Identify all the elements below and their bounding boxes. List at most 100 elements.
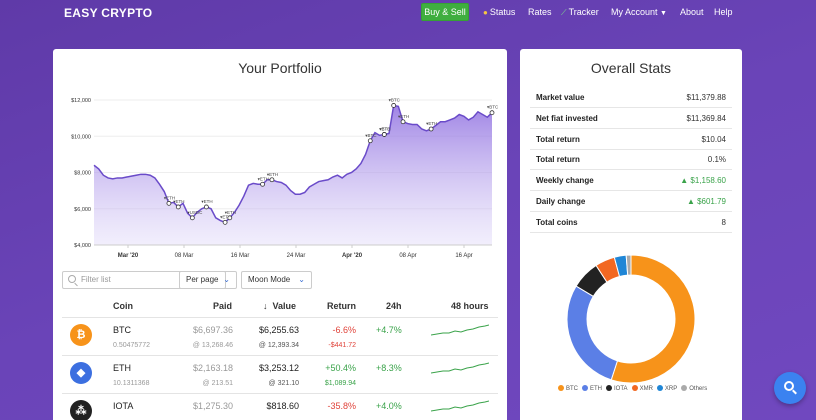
trade-label: ▾ETH (379, 126, 390, 131)
stat-value: $10.04 (701, 134, 726, 144)
trade-label: ▾BTC (365, 133, 377, 138)
area-fill (94, 105, 492, 245)
trade-marker (166, 200, 172, 206)
paid-value: $6,697.36 (192, 325, 233, 335)
sparkline-48h (431, 400, 489, 412)
allocation-donut-chart[interactable] (520, 245, 742, 385)
sort-desc-icon: ↓ (263, 301, 268, 311)
stat-label: Weekly change (536, 176, 594, 186)
current-value: $818.60 (266, 401, 299, 411)
stat-value: $11,379.88 (686, 93, 726, 102)
chart-line-icon: ⟋ (561, 8, 567, 17)
info-icon: ● (483, 8, 488, 17)
trade-marker (391, 103, 397, 108)
legend-item[interactable]: XRP (653, 385, 678, 392)
legend-label: XRP (664, 385, 678, 392)
col-paid[interactable]: Paid (213, 301, 233, 311)
trade-label: ▾BTC (389, 97, 401, 102)
legend-item[interactable]: Others (677, 385, 708, 392)
coin-amount: 0.50475772 (113, 342, 150, 349)
col-48h[interactable]: 48 hours (451, 301, 489, 311)
nav-my-account[interactable]: My Account ▼ (611, 7, 667, 17)
nav-rates[interactable]: Rates (528, 7, 552, 17)
legend-swatch (558, 385, 564, 391)
stat-label: Total return (536, 155, 580, 165)
x-tick-label: Apr '20 (342, 253, 363, 259)
legend-label: BTC (566, 385, 578, 392)
stat-row: Total coins 8 (530, 212, 732, 233)
paid-rate: @ 213.51 (202, 380, 233, 387)
stat-label: Total coins (536, 217, 578, 227)
legend-label: Others (689, 385, 708, 392)
brand-logo[interactable]: EASY CRYPTO (64, 6, 153, 20)
x-tick-label: 16 Apr (455, 253, 472, 259)
return-percent: +50.4% (325, 363, 356, 373)
bitcoin-icon: ₿ (70, 324, 92, 346)
paid-rate: @ 13,268.46 (192, 342, 233, 349)
donut-slice-others (625, 254, 632, 276)
stat-label: Daily change (536, 197, 586, 206)
y-tick-label: $10,000 (71, 134, 91, 140)
return-percent: -35.8% (327, 401, 356, 411)
current-value: $3,253.12 (258, 363, 299, 373)
col-coin[interactable]: Coin (113, 301, 133, 311)
trade-label: ▾ETH (258, 176, 269, 181)
trade-label: ▾ETH (220, 214, 231, 219)
return-percent: -6.6% (332, 325, 356, 335)
legend-item[interactable]: XMR (628, 385, 653, 392)
nav-help[interactable]: Help (714, 7, 733, 17)
col-24h[interactable]: 24h (386, 301, 402, 311)
chevron-down-icon: ⌄ (223, 275, 230, 284)
donut-slice-eth (566, 285, 619, 381)
ethereum-icon: ◆ (70, 362, 92, 384)
paid-value: $1,275.30 (192, 401, 233, 411)
stats-title: Overall Stats (590, 60, 672, 76)
trade-label: ▾ETH (173, 199, 184, 204)
portfolio-value-chart[interactable]: $12,000$10,000$8,000$6,000$4,000▾ETH▾ETH… (53, 85, 507, 269)
per-page-dropdown[interactable]: Per page ⌄ (179, 271, 237, 289)
trade-marker (381, 132, 387, 137)
stat-row: Net fiat invested $11,369.84 (530, 108, 732, 129)
coin-symbol: IOTA (113, 401, 134, 411)
trade-marker (260, 181, 265, 187)
legend-item[interactable]: BTC (554, 385, 578, 392)
moon-mode-dropdown[interactable]: Moon Mode ⌄ (241, 271, 312, 289)
portfolio-card: Your Portfolio $12,000 $10,000 $8,000 $6,00… (53, 49, 507, 420)
search-icon (68, 275, 76, 283)
help-search-button[interactable] (774, 372, 806, 404)
buy-sell-button[interactable]: Buy & Sell (421, 3, 469, 21)
col-return[interactable]: Return (327, 301, 356, 311)
filter-input[interactable]: Filter list (62, 271, 226, 289)
legend-swatch (681, 385, 688, 391)
legend-item[interactable]: ETH (578, 385, 602, 392)
series-line (93, 104, 493, 224)
y-tick-label: $4,000 (74, 243, 91, 249)
current-rate: @ 321.10 (268, 380, 299, 387)
donut-slice-btc (610, 254, 696, 384)
trade-label: ▾ETH (225, 210, 236, 215)
nav-status[interactable]: ● Status (483, 7, 516, 17)
col-value[interactable]: ↓ Value (263, 301, 297, 311)
portfolio-title: Your Portfolio (238, 60, 322, 76)
nav-tracker[interactable]: ⟋ Tracker (561, 7, 599, 17)
current-rate: @ 12,393.34 (258, 342, 299, 349)
divider (62, 317, 498, 318)
x-tick-label: Mar '20 (118, 253, 139, 259)
trade-marker (400, 119, 406, 125)
legend-swatch (656, 385, 663, 391)
paid-value: $2,163.18 (192, 363, 233, 373)
y-tick-label: $8,000 (74, 171, 91, 177)
stat-row: Daily change ▲ $601.79 (530, 191, 732, 212)
sparkline-48h (431, 362, 489, 374)
nav-about[interactable]: About (680, 7, 704, 17)
chevron-down-icon: ⌄ (298, 275, 305, 284)
return-amount: -$441.72 (328, 342, 356, 349)
legend-item[interactable]: IOTA (602, 385, 628, 392)
trade-marker (189, 215, 195, 221)
trade-marker (203, 204, 209, 210)
trade-label: ▾ETH (426, 121, 437, 126)
legend-swatch (606, 385, 612, 391)
trade-marker (227, 215, 233, 221)
y-tick-label: $12,000 (71, 98, 91, 104)
change-24h: +8.3% (376, 363, 402, 373)
